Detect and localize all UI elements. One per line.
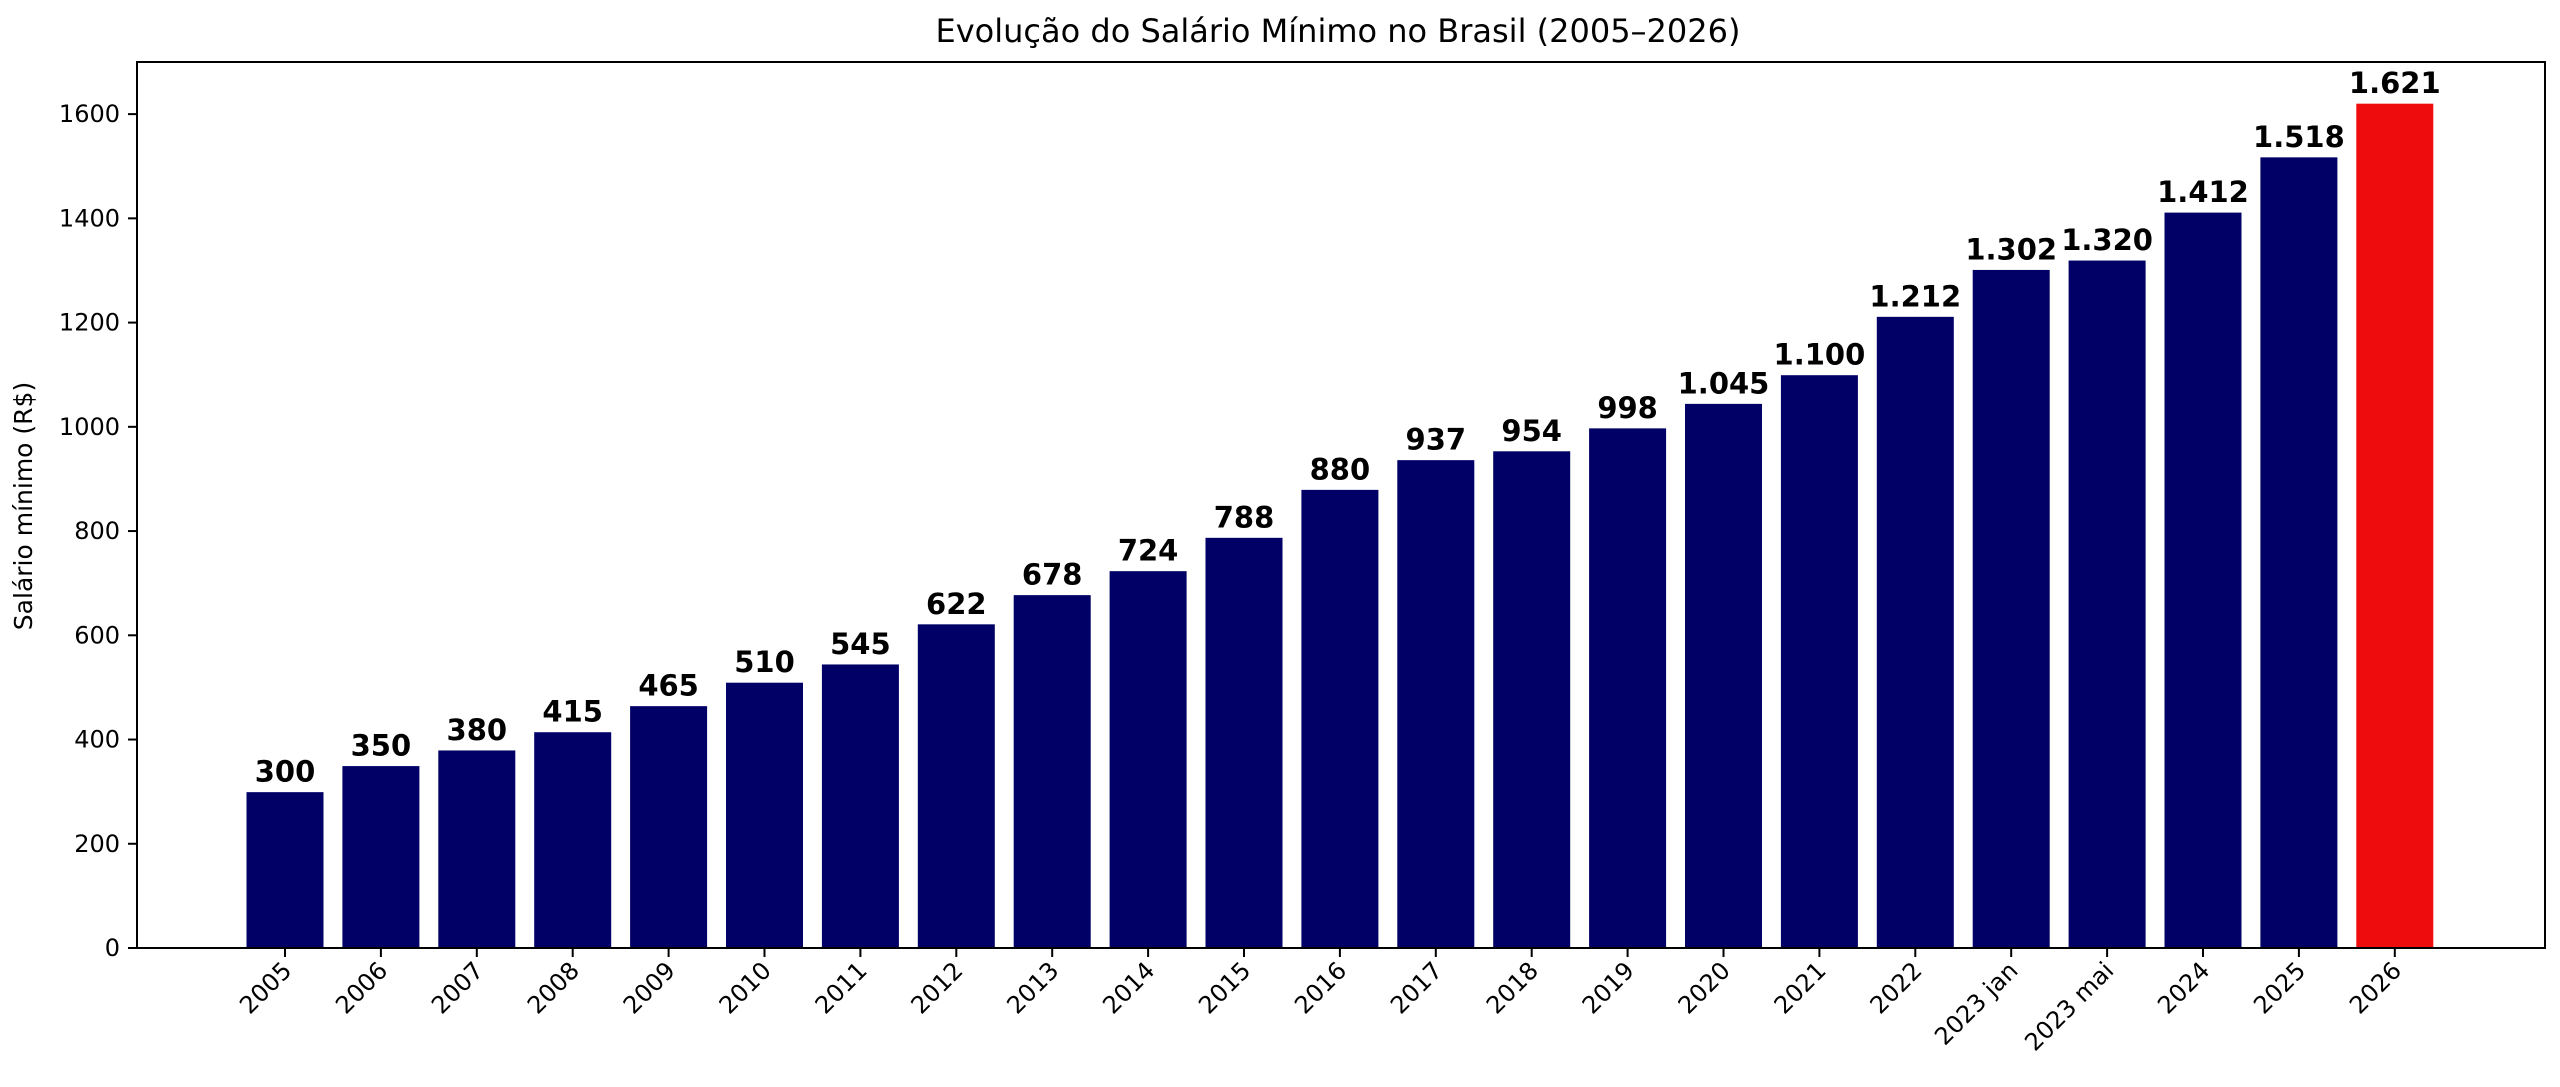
y-axis: 0 200 400 600 800 1000 1200 1400 1600 xyxy=(59,100,137,962)
bar xyxy=(820,663,900,949)
bar xyxy=(1875,315,1955,949)
x-tick-label: 2014 xyxy=(1097,956,1160,1019)
data-label: 880 xyxy=(1310,452,1371,486)
x-tick-label: 2008 xyxy=(522,956,585,1019)
bar xyxy=(1300,488,1380,949)
data-label: 1.212 xyxy=(1869,279,1961,313)
bar xyxy=(245,791,325,949)
y-tick-label: 1000 xyxy=(59,413,120,441)
bar xyxy=(1971,268,2051,949)
y-tick-label: 1200 xyxy=(59,309,120,337)
x-tick-label: 2006 xyxy=(330,956,393,1019)
bar xyxy=(725,681,804,949)
x-tick-label: 2024 xyxy=(2152,956,2215,1019)
data-label: 954 xyxy=(1501,414,1562,448)
x-tick-label: 2005 xyxy=(234,956,297,1019)
x-tick-label: 2021 xyxy=(1769,956,1832,1019)
x-axis: 2005 2006 2007 2008 2009 2010 2011 2012 2013 2014… xyxy=(234,948,2407,1056)
x-tick-label: 2023 jan xyxy=(1929,956,2023,1050)
x-tick-label: 2015 xyxy=(1193,956,1256,1019)
y-tick-label: 600 xyxy=(74,621,120,649)
data-label: 788 xyxy=(1214,500,1275,534)
y-tick-label: 800 xyxy=(74,517,120,545)
data-label: 300 xyxy=(255,755,316,789)
x-tick-label: 2016 xyxy=(1289,956,1352,1019)
x-tick-label: 2025 xyxy=(2248,956,2311,1019)
data-label: 350 xyxy=(351,729,412,763)
bar xyxy=(1108,570,1188,949)
data-label: 545 xyxy=(830,627,891,661)
data-label: 678 xyxy=(1022,558,1083,592)
data-label: 1.045 xyxy=(1678,366,1770,400)
data-label: 1.320 xyxy=(2061,223,2153,257)
bar xyxy=(437,749,517,949)
data-labels: 300 350 380 415 465 510 545 622 678 724 788 880 937 9… xyxy=(255,66,2441,788)
data-label: 1.518 xyxy=(2253,120,2345,154)
data-label: 937 xyxy=(1406,423,1467,457)
bar xyxy=(1492,450,1572,949)
bar xyxy=(1588,427,1668,949)
x-tick-label: 2020 xyxy=(1673,956,1736,1019)
bar xyxy=(1779,374,1859,949)
y-tick-label: 400 xyxy=(74,726,120,754)
y-tick-label: 1600 xyxy=(59,100,120,128)
x-tick-label: 2023 mai xyxy=(2019,956,2119,1056)
bar xyxy=(2355,102,2435,949)
y-axis-label: Salário mínimo (R$) xyxy=(9,382,38,630)
data-label: 1.412 xyxy=(2157,175,2249,209)
x-tick-label: 2011 xyxy=(810,956,873,1019)
y-tick-label: 1400 xyxy=(59,204,120,232)
x-tick-label: 2009 xyxy=(618,956,681,1019)
y-tick-label: 0 xyxy=(105,934,120,962)
bar xyxy=(341,765,421,949)
data-label: 1.621 xyxy=(2349,66,2441,100)
bar xyxy=(2067,259,2147,949)
x-tick-label: 2019 xyxy=(1577,956,1640,1019)
bars xyxy=(245,102,2435,949)
bar xyxy=(1012,594,1092,949)
plot-frame xyxy=(136,61,2546,949)
bar xyxy=(1684,402,1763,949)
data-label: 415 xyxy=(542,695,603,729)
bar xyxy=(1396,459,1476,949)
x-tick-label: 2012 xyxy=(906,956,969,1019)
x-tick-label: 2010 xyxy=(714,956,777,1019)
data-label: 380 xyxy=(447,713,508,747)
data-label: 998 xyxy=(1597,391,1658,425)
x-tick-label: 2026 xyxy=(2344,956,2407,1019)
data-label: 622 xyxy=(926,587,987,621)
x-tick-label: 2013 xyxy=(1001,956,1064,1019)
y-tick-label: 200 xyxy=(74,830,120,858)
data-label: 510 xyxy=(734,645,795,679)
chart-title: Evolução do Salário Mínimo no Brasil (20… xyxy=(936,12,1741,50)
data-label: 465 xyxy=(638,669,699,703)
data-label: 1.302 xyxy=(1965,232,2057,266)
bar xyxy=(533,731,613,949)
data-label: 724 xyxy=(1118,534,1179,568)
bar xyxy=(916,623,996,949)
x-tick-label: 2022 xyxy=(1865,956,1928,1019)
x-tick-label: 2007 xyxy=(426,956,489,1019)
bar xyxy=(629,705,709,949)
bar xyxy=(1204,536,1284,949)
bar xyxy=(2259,156,2339,949)
data-label: 1.100 xyxy=(1774,338,1866,372)
x-tick-label: 2018 xyxy=(1481,956,1544,1019)
bar xyxy=(2163,211,2243,949)
x-tick-label: 2017 xyxy=(1385,956,1448,1019)
